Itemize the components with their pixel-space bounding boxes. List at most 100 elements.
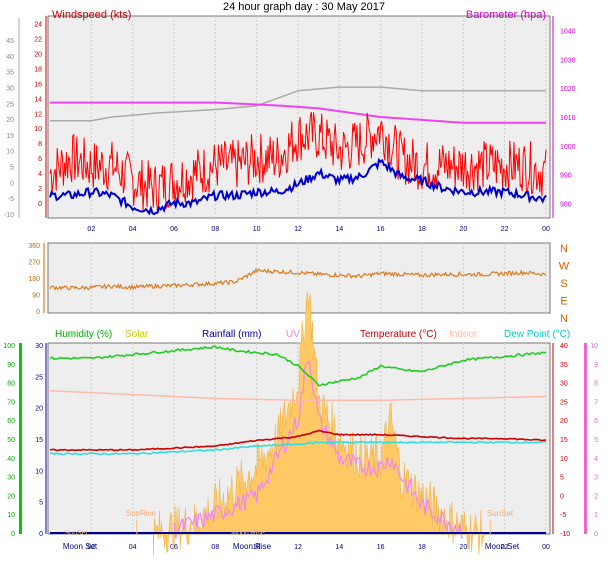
- compass-label: W: [559, 261, 570, 273]
- y-tick-label: 25: [35, 374, 43, 381]
- annotation-label: SunSet: [65, 530, 88, 537]
- uv-tick-label: 10: [590, 343, 598, 350]
- y-tick-label: -5: [8, 196, 14, 203]
- y-tick-label: 30: [7, 475, 15, 482]
- y-tick-label: 45: [6, 38, 14, 45]
- uv-tick-label: 0: [594, 531, 598, 538]
- series-barometer-line: [50, 101, 546, 124]
- series-humidity-line: [49, 345, 547, 387]
- legend-label: Humidity (%): [55, 329, 112, 340]
- x-tick-label: 04: [129, 226, 137, 233]
- y-tick-label: 30: [35, 343, 43, 350]
- y-tick-label: 15: [6, 133, 14, 140]
- y2-tick-label: 1010: [560, 115, 576, 122]
- x-tick-label: 06: [170, 226, 178, 233]
- uv-tick-label: 9: [594, 362, 598, 369]
- x-tick-label: 14: [335, 544, 343, 551]
- uv-tick-label: 6: [594, 418, 598, 425]
- y-tick-label: 4: [38, 171, 42, 178]
- series-gust-line: [49, 112, 547, 212]
- x-tick-label: 00: [542, 226, 550, 233]
- annotation-label: SunSet: [487, 509, 514, 518]
- x-tick-label: 10: [253, 226, 261, 233]
- x-tick-label: 10: [253, 544, 261, 551]
- y2-tick-label: 5: [560, 475, 564, 482]
- y-tick-label: 14: [34, 96, 42, 103]
- y-tick-label: 5: [10, 165, 14, 172]
- uv-tick-label: 4: [594, 456, 598, 463]
- compass-label: S: [560, 278, 567, 290]
- y2-tick-label: 1020: [560, 86, 576, 93]
- series-indoor-line: [49, 390, 547, 402]
- x-tick-label: 22: [501, 544, 509, 551]
- y2-tick-label: -5: [560, 512, 566, 519]
- x-tick-label: 02: [87, 226, 95, 233]
- y-tick-label: 24: [34, 21, 42, 28]
- direction-panel-bg: [47, 242, 551, 314]
- annotation-label: SunRise: [126, 509, 157, 518]
- y-tick-label: 10: [6, 149, 14, 156]
- legend-label: Rainfall (mm): [202, 329, 261, 340]
- y-tick-label: 90: [7, 362, 15, 369]
- y-tick-label: 22: [34, 36, 42, 43]
- x-tick-label: 22: [501, 226, 509, 233]
- x-tick-label: 12: [294, 226, 302, 233]
- legend-label: Temperature (°C): [360, 329, 437, 340]
- x-tick-label: 14: [335, 226, 343, 233]
- y2-tick-label: 35: [560, 362, 568, 369]
- x-tick-label: 12: [294, 544, 302, 551]
- y2-tick-label: 30: [560, 381, 568, 388]
- y-tick-label: 70: [7, 399, 15, 406]
- annotation-label: Moon Rise: [233, 542, 272, 551]
- y-tick-label: 18: [34, 66, 42, 73]
- y2-tick-label: 0: [560, 493, 564, 500]
- y-tick-label: 10: [35, 468, 43, 475]
- x-tick-label: 08: [211, 226, 219, 233]
- series-solar-area: [153, 291, 485, 557]
- y2-axis-label: Barometer (hpa): [466, 9, 546, 21]
- y-tick-label: 360: [28, 243, 40, 250]
- x-tick-label: 08: [211, 544, 219, 551]
- y-tick-label: 10: [34, 126, 42, 133]
- y-tick-label: 0: [10, 180, 14, 187]
- y-tick-label: 0: [38, 201, 42, 208]
- y-tick-label: 2: [38, 186, 42, 193]
- y2-tick-label: 10: [560, 456, 568, 463]
- uv-tick-label: 1: [594, 512, 598, 519]
- x-tick-label: 16: [377, 226, 385, 233]
- y-tick-label: 20: [35, 406, 43, 413]
- y-tick-label: 100: [3, 343, 15, 350]
- annotation-label: Moon Set: [63, 542, 98, 551]
- uv-tick-label: 8: [594, 381, 598, 388]
- y2-tick-label: 1040: [560, 28, 576, 35]
- y2-tick-label: 990: [560, 173, 572, 180]
- y2-tick-label: 980: [560, 202, 572, 209]
- x-tick-label: 00: [542, 544, 550, 551]
- y-tick-label: 30: [6, 85, 14, 92]
- legend-label: Indoor: [449, 329, 478, 340]
- y-tick-label: 60: [7, 418, 15, 425]
- y-tick-label: 0: [39, 531, 43, 538]
- y-tick-label: 80: [7, 381, 15, 388]
- y-tick-label: 8: [38, 141, 42, 148]
- x-tick-label: 20: [459, 226, 467, 233]
- legend-label: Solar: [125, 329, 149, 340]
- y-tick-label: 50: [7, 437, 15, 444]
- x-tick-label: 18: [418, 544, 426, 551]
- compass-label: N: [560, 313, 568, 325]
- uv-axis-bar: [584, 343, 587, 534]
- x-tick-label: 16: [377, 544, 385, 551]
- compass-label: N: [560, 243, 568, 255]
- y-tick-label: 0: [36, 309, 40, 316]
- y-tick-label: 16: [34, 81, 42, 88]
- annotation-label: Moon Rise: [231, 530, 265, 537]
- y2-tick-label: 1000: [560, 144, 576, 151]
- compass-label: E: [560, 296, 567, 308]
- y-tick-label: 270: [28, 260, 40, 267]
- series-dewpoint-line: [50, 440, 547, 456]
- series-uv-line: [173, 359, 464, 539]
- y-tick-label: 35: [6, 70, 14, 77]
- uv-tick-label: 5: [594, 437, 598, 444]
